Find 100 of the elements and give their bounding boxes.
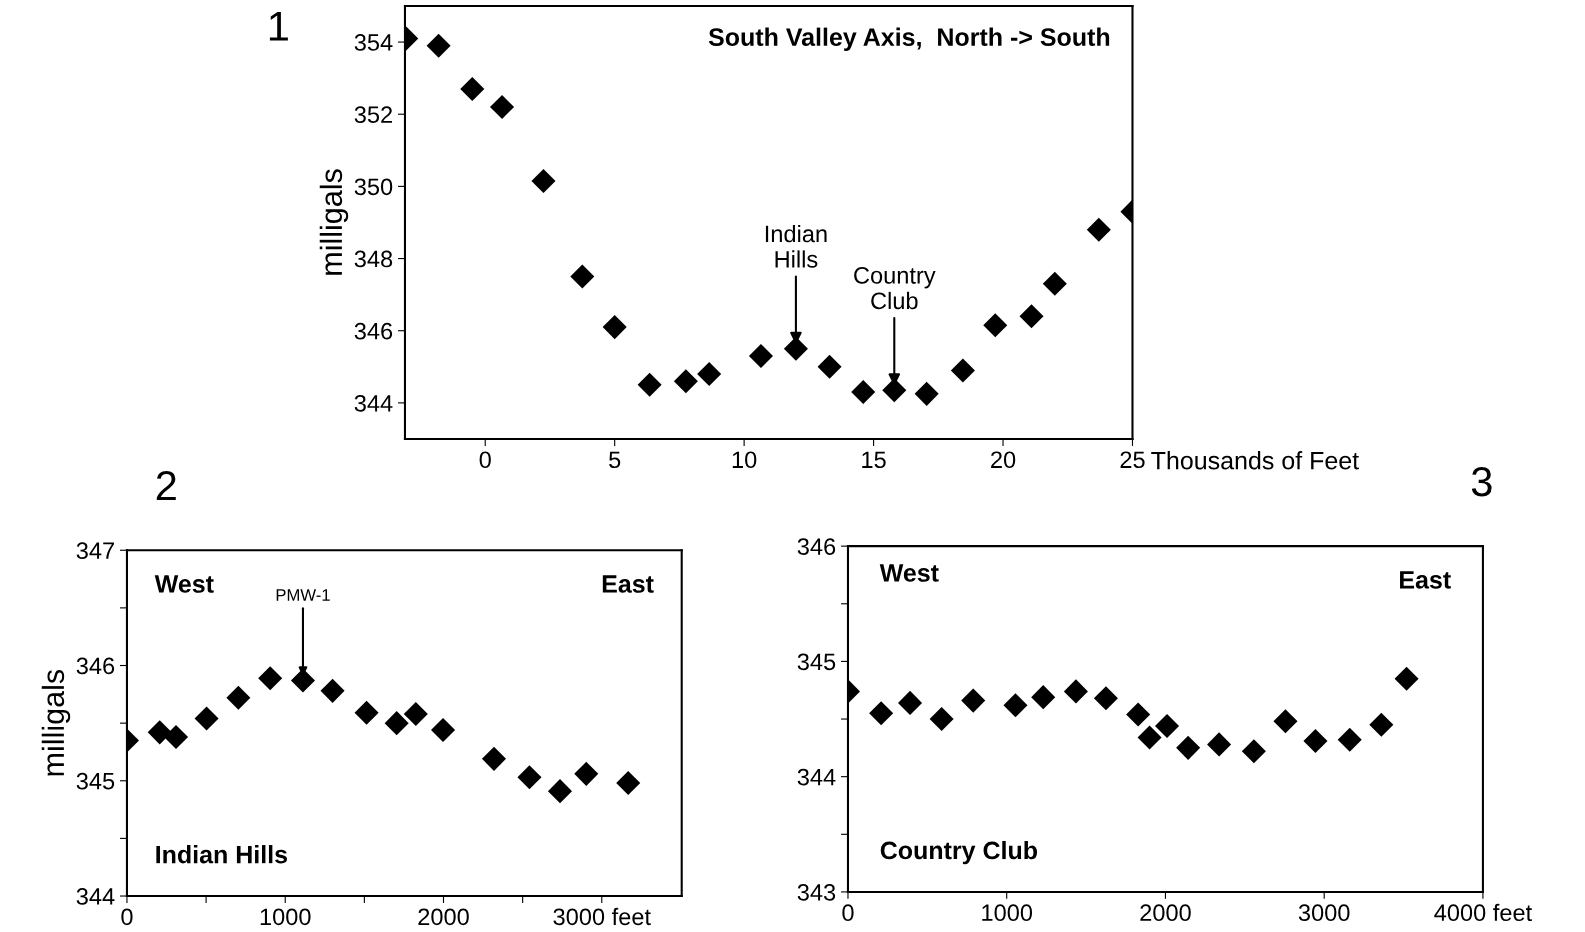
y-tick-label: 344 [354,394,393,412]
point [817,354,842,379]
point [490,94,515,120]
y-tick-label: 345 [797,653,836,671]
chart-title: 2 [156,471,176,501]
x-tick-label: 15 [862,451,886,469]
point [354,700,379,725]
point [869,701,894,726]
annotation: West [154,575,214,593]
point [1394,666,1419,691]
annotation: Indian Hills [156,845,288,864]
point [637,372,662,397]
annotation: West [879,564,939,582]
point [1042,271,1067,296]
point [1337,727,1362,752]
point [1086,217,1111,242]
point [783,336,808,361]
annotation: Indian Hills [765,224,827,268]
point [1003,693,1028,718]
point [547,779,573,804]
point [950,358,975,383]
point [983,313,1008,338]
y-tick-label: 348 [354,250,393,268]
point [961,688,986,713]
point [460,76,485,101]
annotation: PMW-1 [276,589,330,601]
point [616,771,641,796]
x-tick-label: 0 [842,904,854,922]
point [481,746,507,771]
x-tick-label: 2000 [418,908,469,926]
y-tick-label: 350 [354,178,393,196]
point [320,678,345,703]
point [403,701,428,726]
x-axis-title: Thousands of Feet [1151,451,1359,470]
y-tick-label: 354 [354,34,393,51]
x-tick-label: 20 [991,451,1016,469]
annotation: Country Club [880,840,1038,865]
y-tick-label: 344 [76,888,115,905]
x-tick-label: 1000 [260,908,311,926]
point [226,685,251,710]
point [1207,732,1232,757]
point [673,369,698,394]
point [1063,679,1088,704]
point [431,718,456,743]
x-tick-label: 10 [732,451,757,469]
point [574,761,599,786]
x-tick-label: 4000 feet [1434,903,1532,922]
point [147,720,172,745]
x-tick-label: 0 [479,451,491,469]
point [570,264,595,289]
annotation: South Valley Axis, North -> South [708,27,1110,51]
point [898,690,923,715]
y-axis-title: milligals [319,169,349,275]
annotation: East [602,575,654,593]
point [290,668,315,693]
point [1126,702,1151,727]
point [1303,728,1328,753]
point [1176,735,1201,760]
point [426,33,451,58]
y-tick-label: 343 [797,883,836,901]
x-tick-label: 1000 [982,904,1033,922]
point [1273,709,1298,734]
y-tick-label: 345 [76,772,115,790]
point [1369,712,1394,737]
y-tick-label: 352 [354,106,392,123]
point [851,380,876,405]
x-tick-label: 3000 [1298,904,1350,922]
y-tick-label: 346 [76,657,115,675]
x-tick-label: 0 [121,908,133,926]
point [1093,686,1118,711]
point [882,378,907,403]
point [1031,685,1056,710]
chart-title: 3 [1471,466,1492,497]
point [194,706,219,731]
point [914,381,939,406]
point [164,724,189,749]
annotation: East [1400,571,1451,589]
point [1019,304,1044,329]
x-tick-label: 2000 [1140,904,1191,922]
point [384,711,409,736]
point [1241,739,1266,764]
point [748,343,773,369]
y-tick-label: 347 [76,542,114,560]
y-axis-title: milligals [41,669,71,776]
x-tick-label: 3000 feet [553,907,651,926]
point [517,765,542,790]
x-tick-label: 5 [609,451,621,469]
point [1137,725,1162,750]
point [929,707,954,732]
x-tick-label: 25 [1120,451,1145,469]
point [531,168,556,193]
chart-title: 1 [269,11,288,41]
y-tick-label: 346 [797,538,836,555]
annotation: Country Club [854,267,936,310]
point [697,361,722,387]
point [258,666,283,691]
point [602,315,627,340]
point [1155,713,1180,738]
y-tick-label: 344 [797,768,836,786]
y-tick-label: 346 [354,322,393,340]
